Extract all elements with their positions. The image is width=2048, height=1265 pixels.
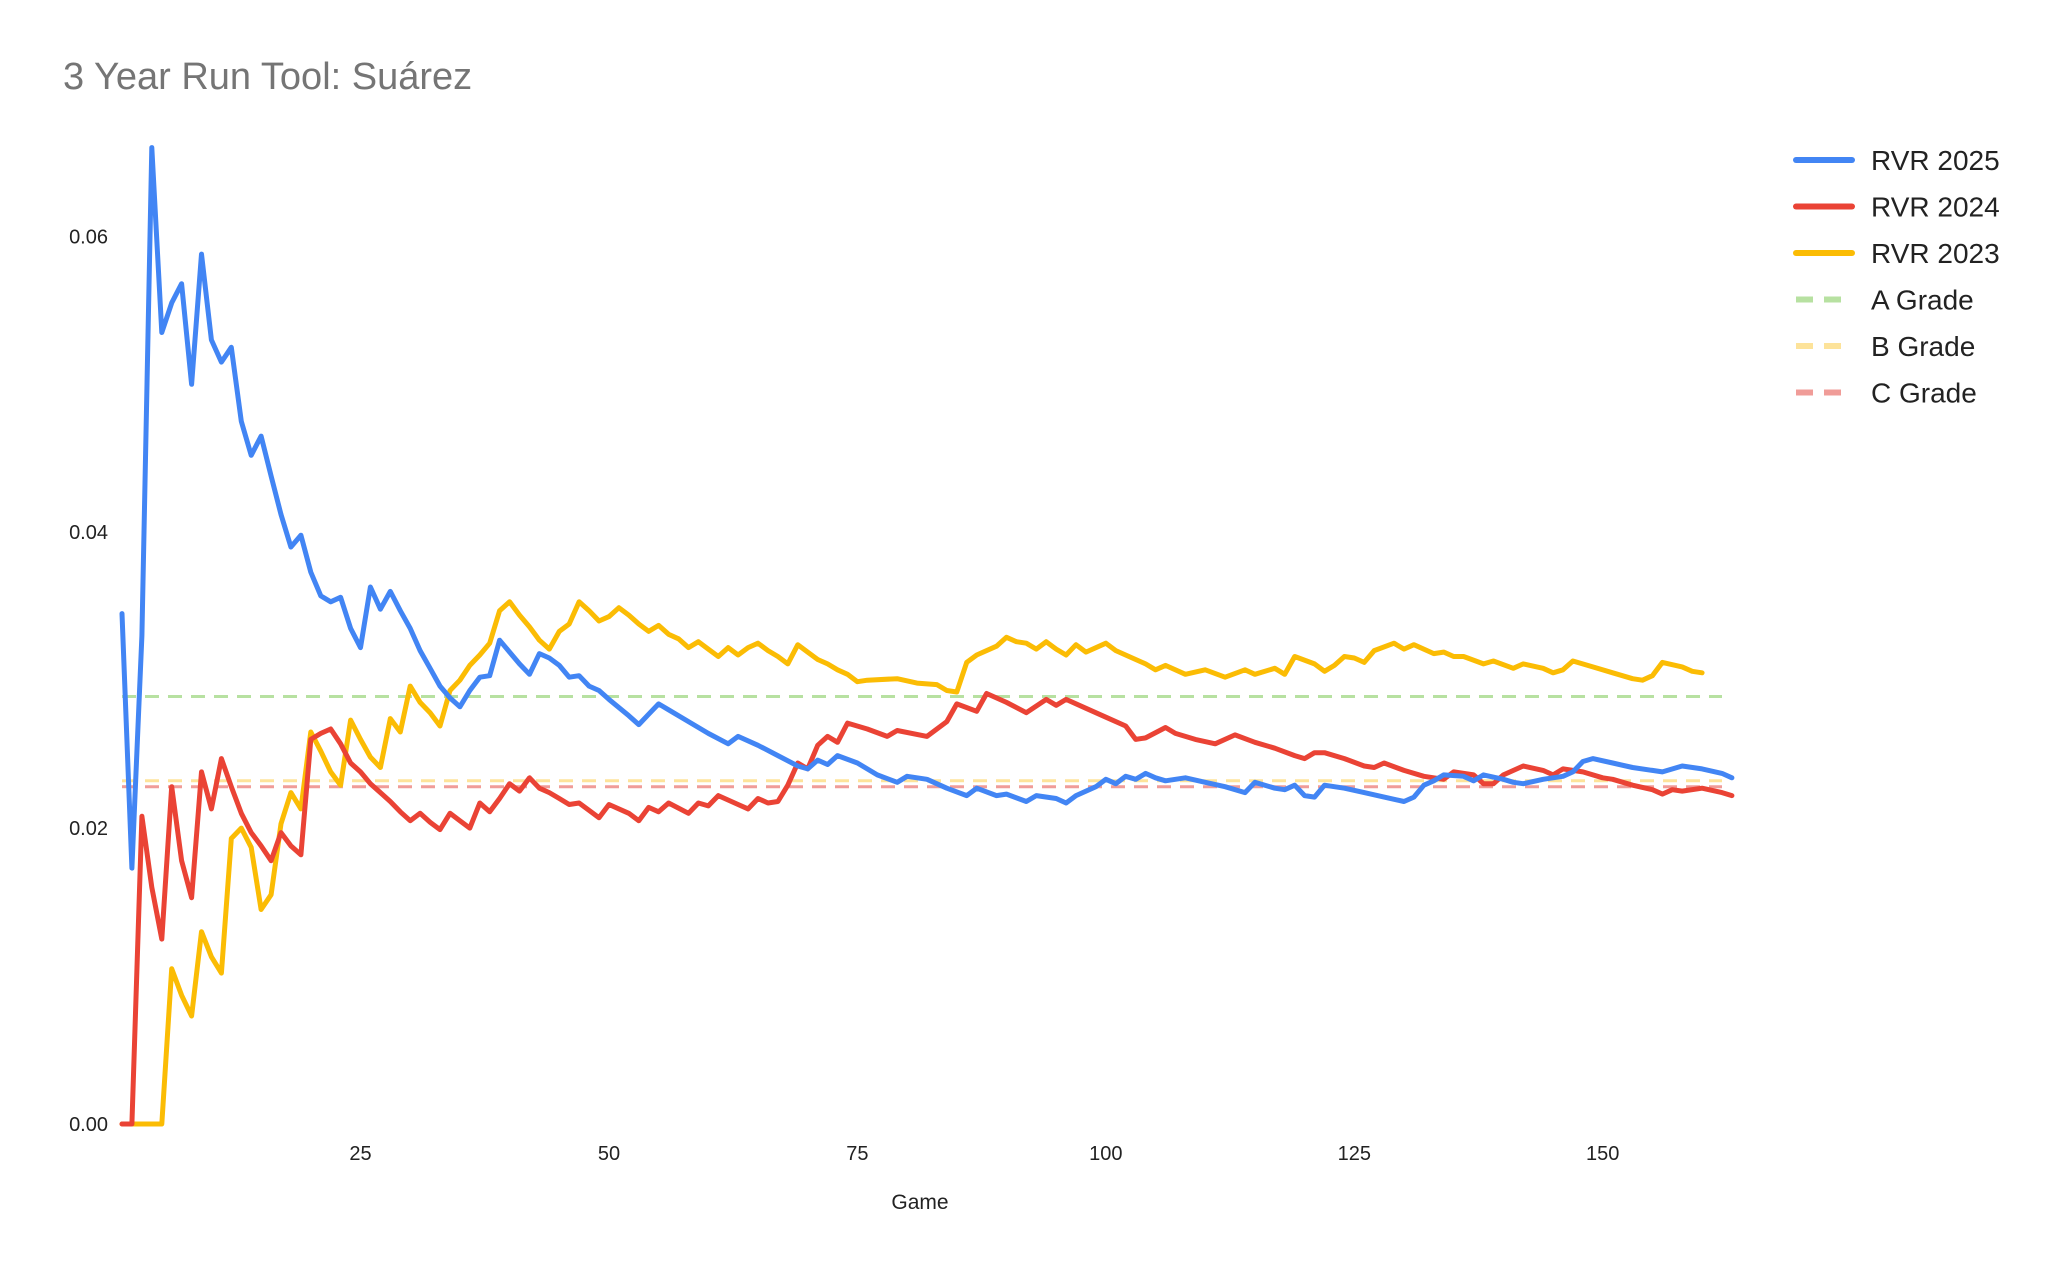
x-tick-label: 150: [1586, 1143, 1619, 1165]
legend-label-rvr-2025: RVR 2025: [1871, 145, 2000, 176]
x-tick-label: 50: [598, 1143, 620, 1165]
x-axis-label: Game: [891, 1191, 948, 1214]
x-tick-label: 75: [846, 1143, 868, 1165]
legend: RVR 2025 RVR 2024 RVR 2023 A Grade B Grade C …: [1793, 145, 2000, 409]
legend-label-a-grade: A Grade: [1871, 285, 1974, 316]
y-tick-label: 0.02: [69, 818, 108, 840]
series-line-rvr-2025: [119, 145, 1735, 871]
legend-label-b-grade: B Grade: [1871, 331, 1975, 362]
series-line-rvr-2023: [119, 599, 1705, 1127]
y-tick-label: 0.04: [69, 522, 108, 544]
y-tick-label: 0.06: [69, 226, 108, 248]
grade-lines: [122, 695, 1722, 789]
y-tick-label: 0.00: [69, 1114, 108, 1136]
x-tick-label: 100: [1089, 1143, 1122, 1165]
legend-label-c-grade: C Grade: [1871, 378, 1977, 409]
y-axis: 0.00 0.02 0.04 0.06: [69, 226, 108, 1136]
x-tick-label: 25: [349, 1143, 371, 1165]
series-lines: [119, 145, 1735, 1127]
x-tick-label: 125: [1338, 1143, 1371, 1165]
legend-label-rvr-2024: RVR 2024: [1871, 192, 2000, 223]
x-axis: 25 50 75 100 125 150: [349, 1143, 1619, 1165]
series-line-rvr-2024: [119, 691, 1735, 1127]
chart-title: 3 Year Run Tool: Suárez: [63, 56, 473, 98]
legend-label-rvr-2023: RVR 2023: [1871, 238, 2000, 269]
